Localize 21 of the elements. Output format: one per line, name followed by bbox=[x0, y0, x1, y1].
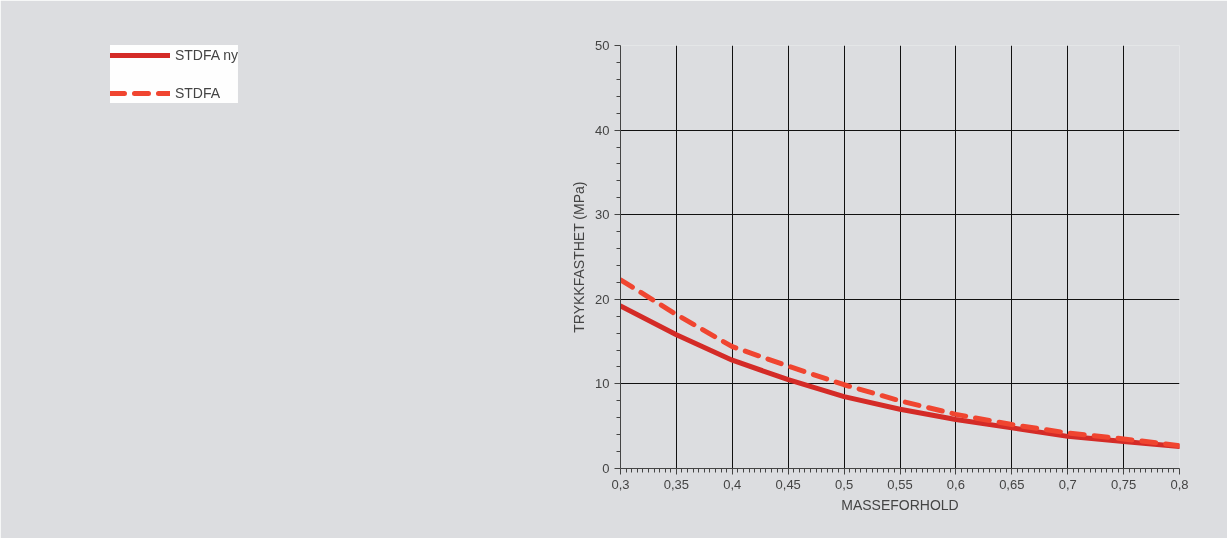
x-tick-label: 0,6 bbox=[946, 476, 965, 492]
y-tick-label: 20 bbox=[595, 291, 610, 307]
x-tick-label: 0,7 bbox=[1058, 476, 1077, 492]
legend-label: STDFA bbox=[174, 85, 221, 101]
x-tick-label: 0,65 bbox=[999, 476, 1025, 492]
y-tick-label: 30 bbox=[595, 207, 610, 223]
y-tick-label: 40 bbox=[595, 122, 610, 138]
x-tick-label: 0,8 bbox=[1170, 476, 1189, 492]
y-tick-label: 50 bbox=[595, 38, 610, 53]
x-tick-label: 0,5 bbox=[835, 476, 854, 492]
legend-label: STDFA ny bbox=[174, 47, 239, 63]
y-axis-title: TRYKKFASTHET (MPa) bbox=[571, 181, 588, 333]
x-tick-label: 0,35 bbox=[663, 476, 690, 492]
x-tick-label: 0,45 bbox=[775, 476, 801, 492]
x-tick-label: 0,55 bbox=[887, 476, 913, 492]
y-tick-label: 0 bbox=[602, 461, 610, 476]
y-tick-label: 10 bbox=[595, 376, 610, 392]
x-axis-title: MASSEFORHOLD bbox=[841, 496, 959, 513]
x-tick-label: 0,3 bbox=[611, 476, 630, 492]
x-tick-label: 0,4 bbox=[723, 476, 742, 492]
x-tick-label: 0,75 bbox=[1110, 476, 1137, 492]
